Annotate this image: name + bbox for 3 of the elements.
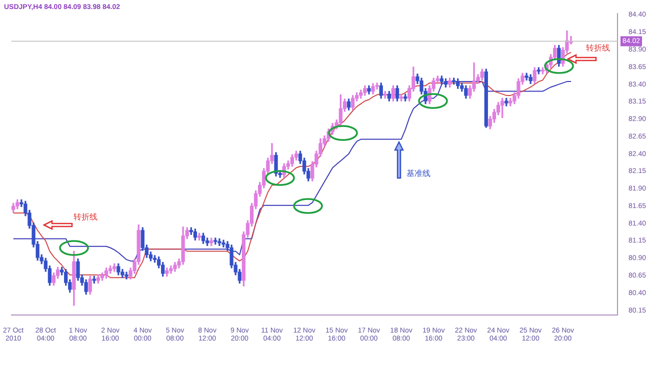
annotation: 转折线	[74, 212, 98, 222]
text: 转折线	[586, 44, 610, 53]
annotation: 基准线	[406, 169, 430, 178]
